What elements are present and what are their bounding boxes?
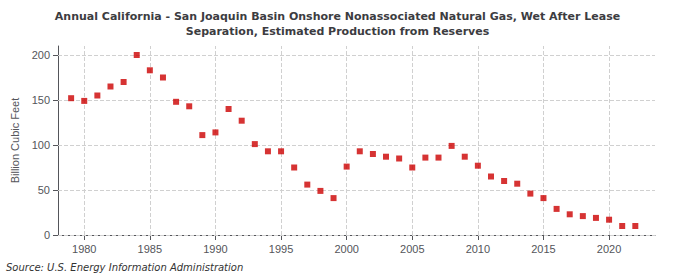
svg-text:2005: 2005 [400,243,424,255]
svg-text:1995: 1995 [269,243,293,255]
svg-text:2015: 2015 [531,243,555,255]
svg-text:200: 200 [32,49,50,61]
svg-text:0: 0 [44,229,50,241]
svg-text:1990: 1990 [203,243,227,255]
svg-text:Source: U.S. Energy Informatio: Source: U.S. Energy Information Administ… [6,262,243,273]
svg-text:2020: 2020 [597,243,621,255]
svg-text:1980: 1980 [72,243,96,255]
svg-text:Annual California - San Joaqui: Annual California - San Joaquin Basin On… [55,10,620,23]
svg-text:2000: 2000 [334,243,358,255]
svg-text:Separation, Estimated Producti: Separation, Estimated Production from Re… [186,25,490,38]
svg-text:1985: 1985 [138,243,162,255]
svg-text:100: 100 [32,139,50,151]
svg-text:Billion Cubic Feet: Billion Cubic Feet [9,98,21,184]
svg-text:150: 150 [32,94,50,106]
svg-text:50: 50 [38,184,50,196]
svg-text:2010: 2010 [466,243,490,255]
